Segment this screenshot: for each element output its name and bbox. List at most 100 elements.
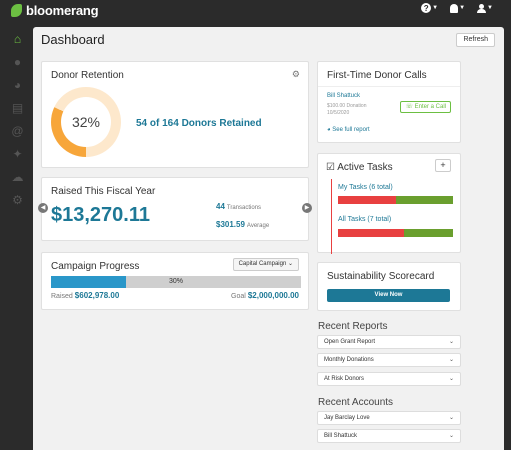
retention-percent: 32%	[61, 97, 111, 147]
retained-count[interactable]: 54 of 164 Donors Retained	[136, 118, 262, 129]
recent-reports-title: Recent Reports	[318, 321, 388, 332]
layers-icon[interactable]: ▤	[11, 101, 24, 115]
top-bar: bloomerang ? ▼ ▼ ▼	[0, 0, 511, 20]
goal-label: Goal	[231, 293, 246, 300]
chevron-down-icon: ⌄	[448, 376, 454, 382]
goal-value: $2,000,000.00	[247, 291, 299, 300]
chevron-down-icon: ⌄	[448, 357, 454, 363]
phone-icon: ☏	[405, 104, 413, 110]
chevron-down-icon: ▼	[487, 5, 493, 11]
twitter-icon[interactable]: ✦	[12, 147, 23, 161]
brand-logo[interactable]: bloomerang	[11, 2, 99, 18]
fiscal-year-title: Raised This Fiscal Year	[51, 186, 156, 197]
campaign-title: Campaign Progress	[51, 261, 140, 272]
next-arrow-icon[interactable]: ▶	[302, 203, 312, 213]
first-time-donor-title: First-Time Donor Calls	[327, 70, 427, 81]
campaign-progress-fill	[51, 276, 126, 288]
raised-stat: Raised $602,978.00	[51, 291, 119, 300]
chevron-down-icon: ⌄	[287, 261, 293, 267]
notifications-menu[interactable]: ▼	[450, 3, 466, 13]
checkbox-icon: ☑	[326, 162, 335, 173]
list-item[interactable]: Open Grant Report ⌄	[317, 335, 461, 349]
brand-name: bloomerang	[26, 2, 99, 18]
donation-date: 10/5/2020	[327, 110, 350, 116]
donor-name-link[interactable]: Bill Shattuck	[327, 93, 361, 99]
add-task-button[interactable]: +	[435, 159, 451, 172]
report-name: Open Grant Report	[324, 339, 376, 345]
report-name: Monthly Donations	[324, 357, 374, 363]
at-icon[interactable]: @	[11, 124, 24, 138]
transactions-value: 44	[216, 202, 225, 211]
see-full-report-link[interactable]: ◕ See full report	[327, 127, 370, 133]
account-name: Bill Shattuck	[324, 433, 358, 439]
leaf-logo-icon	[11, 3, 22, 17]
sustainability-card: Sustainability Scorecard View Now	[317, 262, 461, 311]
help-icon: ?	[421, 3, 432, 13]
account-name: Jay Barclay Love	[324, 415, 370, 421]
raised-value: $602,978.00	[74, 291, 120, 300]
list-item[interactable]: At Risk Donors ⌄	[317, 372, 461, 386]
list-item[interactable]: Bill Shattuck ⌄	[317, 429, 461, 443]
campaign-progress-card: Campaign Progress Capital Campaign ⌄ 30%…	[41, 252, 309, 310]
campaign-dropdown[interactable]: Capital Campaign ⌄	[232, 258, 299, 271]
chevron-down-icon: ▼	[432, 5, 439, 11]
enter-call-label: Enter a Call	[414, 104, 446, 110]
transactions-label: Transactions	[226, 205, 262, 211]
all-tasks-overdue-fill	[338, 229, 404, 237]
report-name: At Risk Donors	[324, 376, 365, 382]
all-tasks-link[interactable]: All Tasks (7 total)	[338, 216, 392, 223]
average-stat: $301.59 Average	[216, 220, 269, 229]
bell-icon	[450, 3, 459, 13]
chevron-down-icon: ⌄	[448, 339, 454, 345]
page-title: Dashboard	[41, 32, 105, 47]
pie-chart-icon[interactable]: ◕	[13, 78, 22, 92]
fiscal-amount: $13,270.11	[51, 204, 150, 226]
donor-retention-card: Donor Retention ⚙ 32% 54 of 164 Donors R…	[41, 61, 309, 168]
campaign-progress-label: 30%	[168, 278, 183, 285]
active-tasks-title: ☑ Active Tasks	[326, 162, 393, 173]
users-icon[interactable]: ●	[13, 55, 22, 69]
user-menu[interactable]: ▼	[477, 3, 493, 13]
transactions-stat: 44 Transactions	[216, 202, 261, 211]
average-label: Average	[246, 223, 270, 229]
chevron-down-icon: ⌄	[448, 433, 454, 439]
campaign-dropdown-label: Capital Campaign	[238, 261, 287, 267]
divider	[318, 86, 460, 87]
list-item[interactable]: Monthly Donations ⌄	[317, 353, 461, 367]
gear-icon[interactable]: ⚙	[291, 69, 300, 79]
chevron-down-icon: ▼	[459, 5, 466, 11]
active-tasks-label: Active Tasks	[337, 162, 393, 173]
my-tasks-overdue-fill	[338, 196, 396, 204]
pie-chart-icon: ◕	[327, 127, 331, 133]
all-tasks-bar	[338, 229, 453, 237]
chevron-down-icon: ⌄	[448, 415, 454, 421]
fiscal-year-card: Raised This Fiscal Year $13,270.11 44 Tra…	[41, 177, 309, 241]
list-item[interactable]: Jay Barclay Love ⌄	[317, 411, 461, 425]
donor-retention-title: Donor Retention	[51, 70, 124, 81]
donation-amount: $100.00 Donation	[327, 103, 367, 109]
main-content: Dashboard Refresh Donor Retention ⚙ 32% …	[33, 27, 504, 450]
refresh-button[interactable]: Refresh	[456, 33, 495, 47]
active-tasks-card: ☑ Active Tasks + My Tasks (6 total) All …	[317, 153, 461, 254]
recent-accounts-title: Recent Accounts	[318, 397, 394, 408]
cloud-icon[interactable]: ☁	[11, 170, 24, 184]
help-menu[interactable]: ? ▼	[421, 3, 438, 13]
sidebar: ⌂ ● ◕ ▤ @ ✦ ☁ ⚙	[0, 20, 33, 450]
home-icon[interactable]: ⌂	[13, 32, 22, 46]
campaign-progress-bar: 30%	[51, 276, 301, 288]
gear-icon[interactable]: ⚙	[12, 193, 23, 207]
first-time-donor-card: First-Time Donor Calls Bill Shattuck $10…	[317, 61, 461, 143]
see-full-report-label: See full report	[332, 127, 370, 133]
previous-arrow-icon[interactable]: ◀	[38, 203, 48, 213]
enter-call-button[interactable]: ☏ Enter a Call	[400, 101, 451, 113]
raised-label: Raised	[51, 293, 73, 300]
average-value: $301.59	[216, 220, 245, 229]
my-tasks-bar	[338, 196, 453, 204]
sustainability-title: Sustainability Scorecard	[327, 271, 435, 282]
view-now-button[interactable]: View Now	[327, 289, 450, 302]
task-divider-line	[331, 179, 332, 254]
user-icon	[477, 3, 487, 13]
my-tasks-link[interactable]: My Tasks (6 total)	[338, 184, 393, 191]
goal-stat: Goal $2,000,000.00	[231, 291, 299, 300]
retention-donut: 32%	[51, 87, 121, 157]
